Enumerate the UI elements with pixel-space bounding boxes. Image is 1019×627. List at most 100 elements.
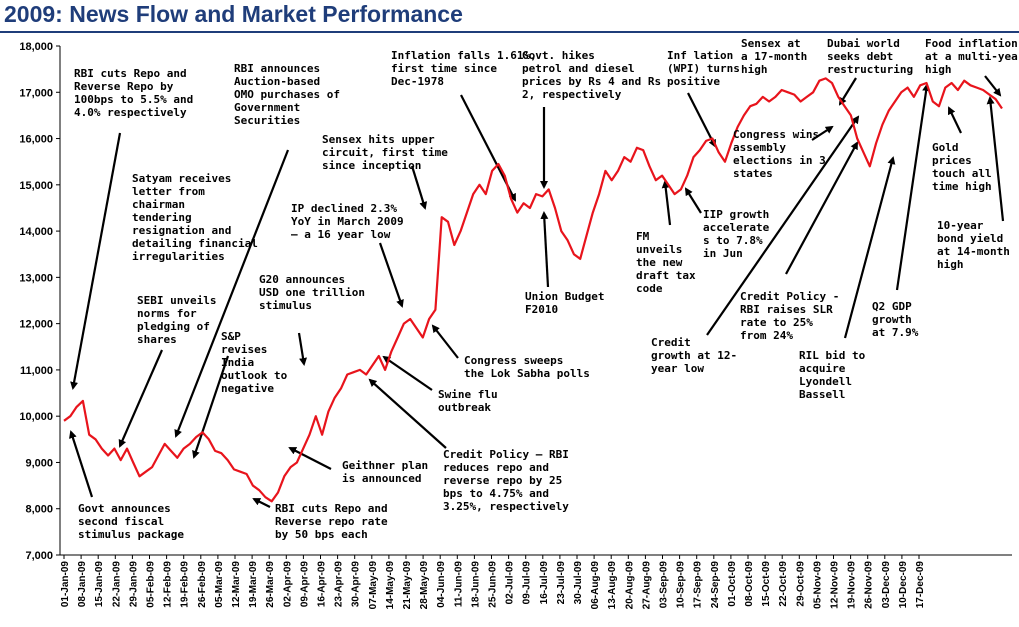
annotation-arrow	[368, 378, 447, 449]
x-tick-label: 25-Jun-09	[488, 561, 499, 608]
annotation-line: Lyondell	[799, 375, 852, 388]
annotation-arrow	[838, 77, 857, 106]
x-tick-label: 04-Jun-09	[436, 561, 447, 608]
annotation-line: FM	[636, 230, 650, 243]
annotation-line: Food inflation	[925, 37, 1018, 50]
x-tick-label: 26-Mar-09	[265, 561, 276, 608]
y-tick-label: 13,000	[19, 272, 53, 284]
annotation-a2: Satyam receives letter from chairman tender…	[132, 172, 258, 263]
annotation-line: a 17-month	[741, 50, 807, 63]
annotation-line: RIL bid to	[799, 349, 866, 362]
annotation-arrows	[69, 75, 1005, 508]
annotation-a7: G20 announces USD one trillion stimulus	[259, 273, 365, 312]
annotation-line: Q2 GDP	[872, 300, 912, 313]
annotation-line: code	[636, 282, 663, 295]
x-tick-label: 19-Mar-09	[248, 561, 259, 608]
x-tick-label: 29-Oct-09	[795, 561, 806, 607]
annotation-line: by 50 bps each	[275, 528, 368, 541]
annotation-a26: RIL bid to acquire Lyondell Bassell	[799, 349, 866, 401]
x-tick-label: 24-Sep-09	[710, 561, 721, 609]
annotation-line: IIP growth	[703, 208, 769, 221]
annotation-line: India	[221, 356, 254, 369]
annotation-line: Reverse Repo by	[74, 80, 174, 93]
y-tick-label: 7,000	[25, 550, 53, 562]
annotation-a6: S&P revises India outlook to negative	[221, 330, 288, 395]
annotation-line: YoY in March 2009	[291, 215, 404, 228]
annotation-a24: Credit growth at 12-year low	[651, 336, 737, 375]
y-tick-label: 8,000	[25, 504, 53, 516]
annotation-line: high	[741, 63, 768, 76]
annotation-arrow	[984, 75, 1002, 97]
annotation-line: accelerate	[703, 221, 770, 234]
annotation-line: positive	[667, 75, 720, 88]
x-tick-label: 29-Jan-09	[128, 561, 139, 608]
annotation-arrow	[661, 180, 672, 226]
y-tick-label: 17,000	[19, 87, 53, 99]
x-tick-label: 19-Feb-09	[180, 561, 191, 608]
sensex-series-line	[63, 77, 1003, 503]
annotation-a21: Sensex at a 17-month high	[741, 37, 807, 76]
annotation-line: USD one trillion	[259, 286, 365, 299]
y-tick-label: 12,000	[19, 319, 53, 331]
annotation-line: letter from	[132, 185, 205, 198]
x-tick-label: 19-Nov-09	[847, 561, 858, 609]
x-tick-label: 18-Jun-09	[470, 561, 481, 608]
annotation-line: outlook to	[221, 369, 288, 382]
y-tick-label: 14,000	[19, 226, 53, 238]
annotation-line: resignation and	[132, 224, 231, 237]
x-tick-label: 08-Oct-09	[744, 561, 755, 607]
annotation-line: irregularities	[132, 250, 225, 263]
annotation-arrow	[118, 349, 164, 448]
annotation-a1: RBI cuts Repo and Reverse Repo by 100bps t…	[74, 67, 193, 119]
annotation-line: Inflation falls 1.61%,	[391, 49, 537, 62]
x-tick-label: 16-Jul-09	[539, 561, 550, 605]
annotation-line: prices	[932, 154, 972, 167]
annotation-arrow	[706, 115, 860, 336]
annotation-arrow	[297, 332, 307, 366]
x-tick-label: 30-Apr-09	[351, 561, 362, 608]
annotation-line: Credit	[651, 336, 691, 349]
annotation-line: s to 7.8%	[703, 234, 763, 247]
annotation-a29: Gold prices touch all time high	[932, 141, 992, 193]
annotation-line: Credit Policy -	[740, 290, 839, 303]
annotation-line: OMO purchases of	[234, 88, 340, 101]
x-tick-label: 28-May-09	[419, 561, 430, 610]
x-tick-label: 09-Jul-09	[522, 561, 533, 605]
annotation-line: acquire	[799, 362, 846, 375]
annotation-line: negative	[221, 382, 274, 395]
annotation-arrow	[785, 141, 858, 275]
annotation-a25: Credit Policy -RBI raises SLR rate to 25%…	[740, 290, 839, 342]
annotation-line: rate to 25%	[740, 316, 813, 329]
annotation-arrow	[252, 498, 271, 508]
x-tick-label: 02-Apr-09	[282, 561, 293, 608]
y-tick-label: 15,000	[19, 180, 53, 192]
annotation-line: pledging of	[137, 320, 210, 333]
annotation-line: 2, respectively	[522, 88, 622, 101]
annotation-a9: Geithner plan is announced	[342, 459, 428, 485]
annotation-a3: SEBI unveils norms for pledging of shares	[137, 294, 216, 346]
annotation-line: Swine flu	[438, 388, 498, 401]
y-tick-label: 11,000	[20, 365, 53, 377]
annotation-line: Satyam receives	[132, 172, 231, 185]
annotation-line: F2010	[525, 303, 558, 316]
annotation-a12: Congress sweeps the Lok Sabha polls	[464, 354, 590, 380]
x-tick-label: 10-Sep-09	[676, 561, 687, 609]
annotation-line: RBI cuts Repo and	[275, 502, 388, 515]
x-tick-label: 16-Apr-09	[317, 561, 328, 608]
annotation-line: first time since	[391, 62, 497, 75]
x-tick-label: 02-Jul-09	[505, 561, 516, 605]
annotation-arrow	[843, 156, 896, 339]
annotation-line: G20 announces	[259, 273, 345, 286]
annotation-line: S&P	[221, 330, 241, 343]
annotation-line: SEBI unveils	[137, 294, 216, 307]
annotation-a18: FM unveils the new draft tax code	[636, 230, 696, 295]
annotation-arrow	[70, 132, 122, 390]
x-tick-label: 26-Nov-09	[864, 561, 875, 609]
annotation-line: chairman	[132, 198, 185, 211]
annotation-a20: Inf lation (WPI) turns positive	[667, 49, 740, 88]
annotation-a13: Swine flu outbreak	[438, 388, 498, 414]
annotation-line: seeks debt	[827, 50, 893, 63]
annotation-line: Geithner plan	[342, 459, 428, 472]
annotation-a28: Food inflation at a multi-year high	[925, 37, 1019, 76]
x-tick-label: 15-Oct-09	[761, 561, 772, 607]
